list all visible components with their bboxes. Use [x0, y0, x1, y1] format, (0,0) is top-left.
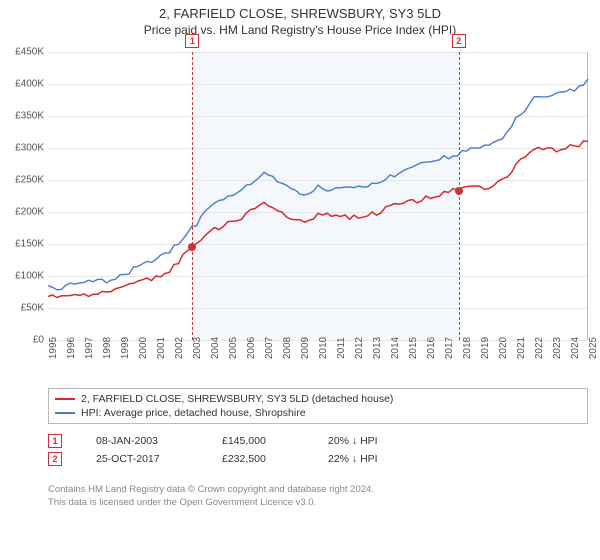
marker-dot [455, 187, 463, 195]
x-tick-label: 2000 [138, 337, 149, 359]
marker-vline [192, 52, 193, 340]
marker-label-box: 2 [452, 34, 466, 48]
legend-label-property: 2, FARFIELD CLOSE, SHREWSBURY, SY3 5LD (… [81, 393, 393, 405]
chart-title: 2, FARFIELD CLOSE, SHREWSBURY, SY3 5LD [0, 6, 600, 21]
sale-date: 08-JAN-2003 [96, 435, 196, 447]
x-tick-label: 2018 [462, 337, 473, 359]
sale-marker-box: 2 [48, 452, 62, 466]
y-tick-label: £450K [15, 47, 44, 58]
x-tick-label: 1998 [102, 337, 113, 359]
y-tick-label: £50K [21, 303, 44, 314]
x-tick-label: 2006 [246, 337, 257, 359]
y-tick-label: £400K [15, 79, 44, 90]
marker-vline [459, 52, 460, 340]
x-tick-label: 2002 [174, 337, 185, 359]
x-tick-label: 2017 [444, 337, 455, 359]
x-tick-label: 2012 [354, 337, 365, 359]
footnote-line1: Contains HM Land Registry data © Crown c… [48, 484, 588, 497]
x-tick-label: 2010 [318, 337, 329, 359]
x-tick-label: 2023 [552, 337, 563, 359]
y-tick-label: £350K [15, 111, 44, 122]
x-tick-label: 1995 [48, 337, 59, 359]
sale-date: 25-OCT-2017 [96, 453, 196, 465]
x-tick-label: 2009 [300, 337, 311, 359]
chart-subtitle: Price paid vs. HM Land Registry's House … [0, 23, 600, 37]
sale-marker-box: 1 [48, 434, 62, 448]
sale-price: £232,500 [222, 453, 302, 465]
y-axis: £0£50K£100K£150K£200K£250K£300K£350K£400… [0, 52, 46, 340]
x-tick-label: 2005 [228, 337, 239, 359]
sale-price: £145,000 [222, 435, 302, 447]
y-tick-label: £0 [33, 335, 44, 346]
legend-swatch-property [55, 398, 75, 400]
sale-row: 2 25-OCT-2017 £232,500 22% ↓ HPI [48, 450, 588, 468]
legend: 2, FARFIELD CLOSE, SHREWSBURY, SY3 5LD (… [48, 388, 588, 424]
x-tick-label: 2011 [336, 337, 347, 359]
x-axis: 1995199619971998199920002001200220032004… [48, 342, 588, 382]
x-tick-label: 2019 [480, 337, 491, 359]
sale-delta: 22% ↓ HPI [328, 453, 418, 465]
legend-item-property: 2, FARFIELD CLOSE, SHREWSBURY, SY3 5LD (… [55, 392, 581, 406]
footnote: Contains HM Land Registry data © Crown c… [48, 484, 588, 510]
y-tick-label: £300K [15, 143, 44, 154]
legend-item-hpi: HPI: Average price, detached house, Shro… [55, 406, 581, 420]
plot-area: 12 [48, 52, 588, 340]
x-tick-label: 2025 [588, 337, 599, 359]
x-tick-label: 2001 [156, 337, 167, 359]
y-tick-label: £200K [15, 207, 44, 218]
x-tick-label: 2013 [372, 337, 383, 359]
x-tick-label: 2024 [570, 337, 581, 359]
chart-container: 2, FARFIELD CLOSE, SHREWSBURY, SY3 5LD P… [0, 0, 600, 560]
sale-delta: 20% ↓ HPI [328, 435, 418, 447]
sales-table: 1 08-JAN-2003 £145,000 20% ↓ HPI 2 25-OCT-201… [48, 432, 588, 468]
x-tick-label: 2007 [264, 337, 275, 359]
x-tick-label: 2014 [390, 337, 401, 359]
x-tick-label: 2003 [192, 337, 203, 359]
x-tick-label: 1996 [66, 337, 77, 359]
marker-label-box: 1 [185, 34, 199, 48]
x-tick-label: 2015 [408, 337, 419, 359]
x-tick-label: 2004 [210, 337, 221, 359]
sale-row: 1 08-JAN-2003 £145,000 20% ↓ HPI [48, 432, 588, 450]
x-tick-label: 2021 [516, 337, 527, 359]
x-tick-label: 2020 [498, 337, 509, 359]
series-line-hpi [48, 79, 588, 290]
legend-swatch-hpi [55, 412, 75, 414]
legend-label-hpi: HPI: Average price, detached house, Shro… [81, 407, 306, 419]
x-tick-label: 2008 [282, 337, 293, 359]
chart-area: £0 £50K £100K £150K £200K £250K £300K £350K £400… [0, 44, 600, 384]
marker-dot [188, 243, 196, 251]
x-tick-label: 1997 [84, 337, 95, 359]
footnote-line2: This data is licensed under the Open Gov… [48, 497, 588, 510]
title-block: 2, FARFIELD CLOSE, SHREWSBURY, SY3 5LD P… [0, 0, 600, 37]
x-tick-label: 1999 [120, 337, 131, 359]
y-tick-label: £250K [15, 175, 44, 186]
y-tick-label: £150K [15, 239, 44, 250]
x-tick-label: 2022 [534, 337, 545, 359]
x-tick-label: 2016 [426, 337, 437, 359]
line-layer [48, 52, 587, 340]
y-tick-label: £100K [15, 271, 44, 282]
